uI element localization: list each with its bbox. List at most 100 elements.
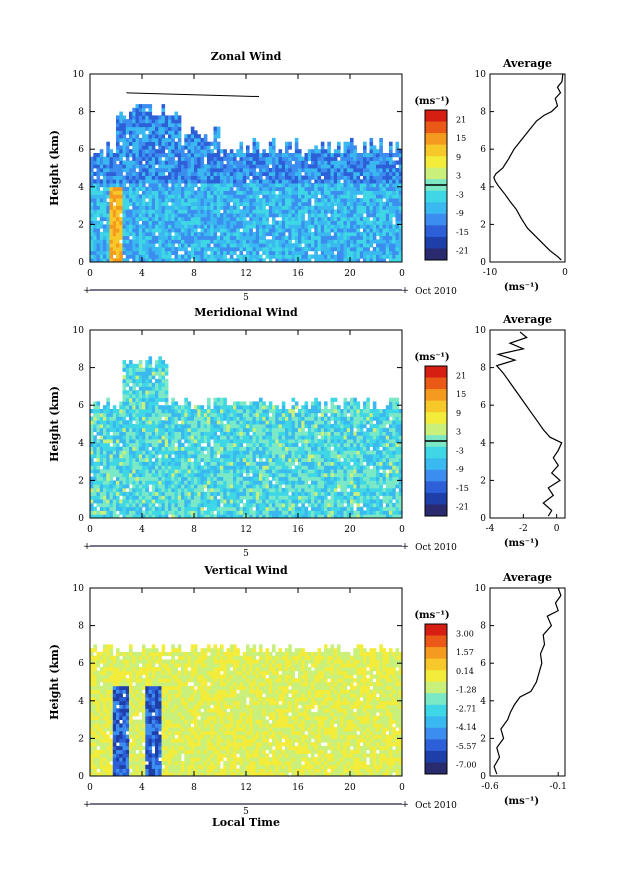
heatmap-cell bbox=[152, 503, 156, 507]
heatmap-cell bbox=[269, 420, 273, 424]
heatmap-cell bbox=[210, 161, 214, 165]
heatmap-cell bbox=[136, 194, 140, 198]
heatmap-cell bbox=[155, 364, 159, 368]
heatmap-cell bbox=[149, 251, 153, 255]
heatmap-cell bbox=[188, 488, 192, 492]
heatmap-cell bbox=[259, 480, 263, 484]
heatmap-cell bbox=[210, 221, 214, 225]
heatmap-cell bbox=[113, 484, 117, 488]
heatmap-cell bbox=[119, 503, 123, 507]
heatmap-cell bbox=[116, 123, 120, 127]
heatmap-cell bbox=[210, 251, 214, 255]
heatmap-cell bbox=[321, 198, 325, 202]
heatmap-cell bbox=[236, 168, 240, 172]
heatmap-cell bbox=[155, 390, 159, 394]
heatmap-cell bbox=[188, 432, 192, 436]
heatmap-cell bbox=[103, 454, 107, 458]
heatmap-cell bbox=[142, 413, 146, 417]
heatmap-cell bbox=[165, 469, 169, 473]
heatmap-cell bbox=[266, 417, 270, 421]
heatmap-cell bbox=[204, 469, 208, 473]
heatmap-cell bbox=[327, 194, 331, 198]
heatmap-cell bbox=[305, 206, 309, 210]
heatmap-cell bbox=[201, 209, 205, 213]
heatmap-cell bbox=[191, 488, 195, 492]
heatmap-cell bbox=[142, 488, 146, 492]
heatmap-cell bbox=[123, 221, 127, 225]
heatmap-cell bbox=[158, 145, 162, 149]
heatmap-cell bbox=[266, 465, 270, 469]
heatmap-cell bbox=[249, 194, 253, 198]
heatmap-cell bbox=[262, 206, 266, 210]
heatmap-cell bbox=[90, 503, 94, 507]
heatmap-cell bbox=[363, 232, 367, 236]
heatmap-cell bbox=[207, 145, 211, 149]
heatmap-cell bbox=[256, 488, 260, 492]
heatmap-cell bbox=[321, 236, 325, 240]
heatmap-cell bbox=[227, 191, 231, 195]
heatmap-cell bbox=[181, 465, 185, 469]
heatmap-cell bbox=[93, 488, 97, 492]
heatmap-cell bbox=[383, 161, 387, 165]
heatmap-cell bbox=[240, 191, 244, 195]
heatmap-cell bbox=[181, 495, 185, 499]
heatmap-cell bbox=[129, 454, 133, 458]
heatmap-cell bbox=[389, 179, 393, 183]
heatmap-cell bbox=[243, 450, 247, 454]
heatmap-cell bbox=[162, 138, 166, 142]
heatmap-cell bbox=[227, 492, 231, 496]
heatmap-cell bbox=[116, 119, 120, 123]
heatmap-cell bbox=[194, 503, 198, 507]
heatmap-cell bbox=[236, 499, 240, 503]
heatmap-cell bbox=[275, 164, 279, 168]
colorbar-swatch bbox=[425, 110, 447, 122]
heatmap-cell bbox=[376, 209, 380, 213]
heatmap-cell bbox=[262, 221, 266, 225]
heatmap-cell bbox=[383, 172, 387, 176]
heatmap-cell bbox=[373, 187, 377, 191]
heatmap-cell bbox=[171, 194, 175, 198]
heatmap-cell bbox=[90, 488, 94, 492]
heatmap-cell bbox=[149, 371, 153, 375]
heatmap-cell bbox=[188, 202, 192, 206]
heatmap-cell bbox=[217, 179, 221, 183]
heatmap-cell bbox=[162, 202, 166, 206]
heatmap-cell bbox=[136, 424, 140, 428]
heatmap-cell bbox=[331, 236, 335, 240]
heatmap-cell bbox=[204, 153, 208, 157]
heatmap-cell bbox=[158, 255, 162, 259]
heatmap-cell bbox=[357, 224, 361, 228]
heatmap-cell bbox=[223, 228, 227, 232]
heatmap-cell bbox=[178, 428, 182, 432]
colorbar-swatch bbox=[425, 225, 447, 237]
heatmap-cell bbox=[321, 191, 325, 195]
heatmap-cell bbox=[194, 198, 198, 202]
heatmap-cell bbox=[116, 206, 120, 210]
heatmap-cell bbox=[288, 187, 292, 191]
heatmap-cell bbox=[217, 439, 221, 443]
heatmap-cell bbox=[298, 224, 302, 228]
heatmap-cell bbox=[165, 153, 169, 157]
heatmap-cell bbox=[145, 360, 149, 364]
heatmap-cell bbox=[383, 247, 387, 251]
heatmap-cell bbox=[129, 123, 133, 127]
heatmap-cell bbox=[93, 435, 97, 439]
heatmap-cell bbox=[126, 371, 130, 375]
heatmap-cell bbox=[145, 213, 149, 217]
heatmap-cell bbox=[347, 213, 351, 217]
heatmap-cell bbox=[103, 172, 107, 176]
heatmap-cell bbox=[155, 239, 159, 243]
heatmap-cell bbox=[106, 420, 110, 424]
heatmap-cell bbox=[236, 484, 240, 488]
heatmap-cell bbox=[181, 149, 185, 153]
heatmap-cell bbox=[162, 458, 166, 462]
heatmap-cell bbox=[236, 194, 240, 198]
colorbar-swatch bbox=[425, 145, 447, 157]
heatmap-cell bbox=[116, 127, 120, 131]
heatmap-cell bbox=[129, 477, 133, 481]
heatmap-cell bbox=[389, 149, 393, 153]
heatmap-cell bbox=[152, 439, 156, 443]
heatmap-cell bbox=[129, 371, 133, 375]
heatmap-cell bbox=[155, 450, 159, 454]
heatmap-cell bbox=[110, 232, 114, 236]
